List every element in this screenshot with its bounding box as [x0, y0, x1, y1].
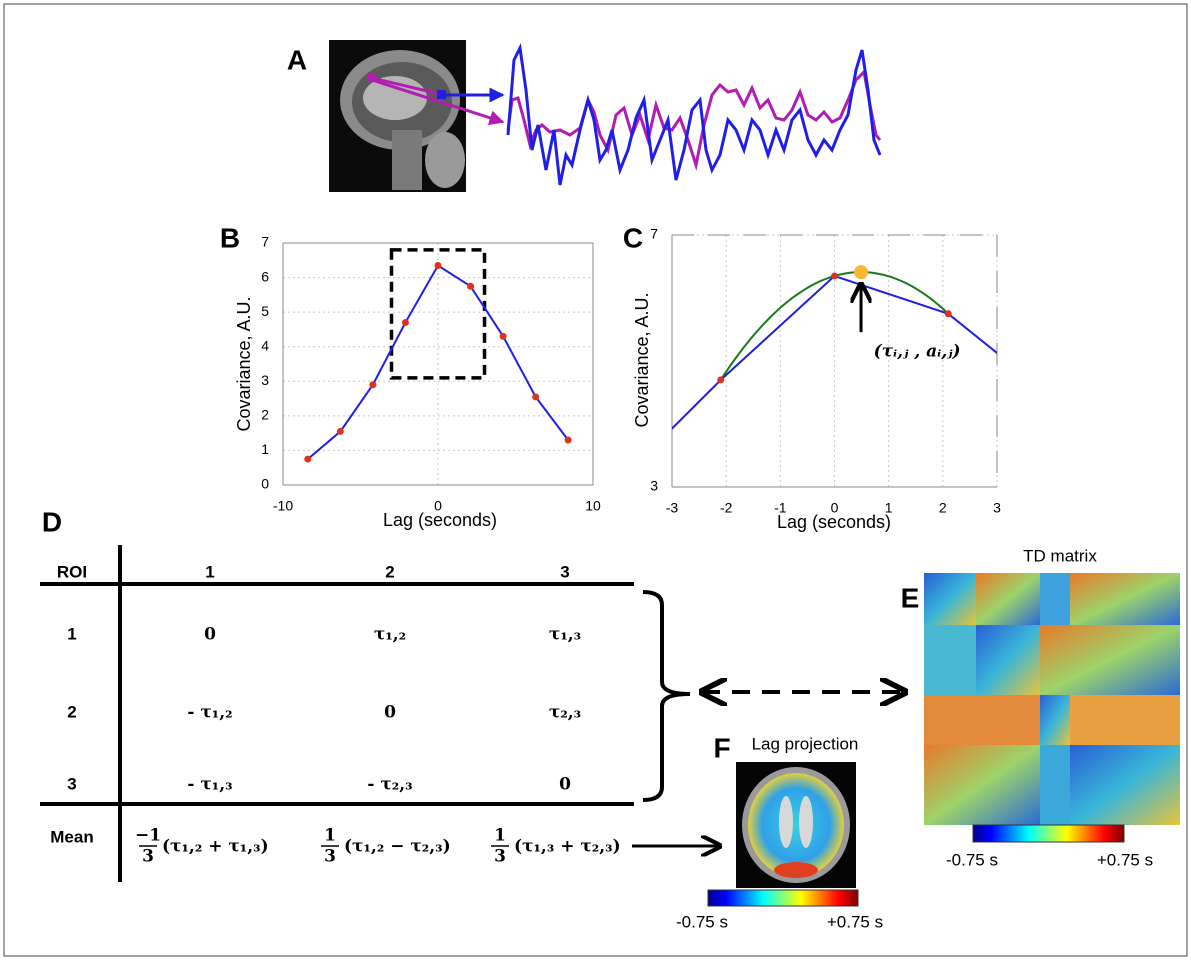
panel-letter: F	[713, 732, 730, 763]
td-matrix	[924, 573, 1180, 825]
mean-expression: (τ₁,₂ − τ₂,₃)	[344, 837, 451, 857]
panel-letter: C	[623, 222, 643, 253]
data-point	[564, 436, 572, 444]
x-axis-label: Lag (seconds)	[383, 510, 497, 530]
x-tick-label: 3	[993, 500, 1001, 516]
x-tick-label: 10	[585, 498, 601, 514]
data-point	[944, 310, 952, 318]
data-point	[434, 261, 442, 269]
x-tick-label: 2	[939, 500, 947, 516]
x-tick-label: -2	[720, 500, 733, 516]
panel-letter: B	[220, 222, 240, 253]
y-tick-label: 2	[261, 407, 269, 423]
table-cell: 0	[204, 625, 216, 645]
table-header: 2	[385, 562, 394, 581]
table-cell: τ₁,₂	[374, 625, 406, 645]
colorbar	[707, 889, 859, 907]
table-header: ROI	[57, 562, 87, 581]
data-point	[304, 455, 312, 463]
peak-point	[854, 265, 869, 280]
y-tick-label: 4	[261, 337, 269, 353]
panel-letter: D	[42, 506, 62, 537]
table-cell: - τ₁,₃	[187, 775, 232, 795]
data-point	[369, 381, 377, 389]
y-tick-label: 6	[261, 268, 269, 284]
bracket	[642, 590, 691, 802]
data-point	[467, 282, 475, 290]
table-cell: τ₂,₃	[549, 703, 581, 723]
fraction-denominator: 3	[324, 847, 336, 867]
lag-brain	[736, 762, 856, 888]
fraction-numerator: −1	[135, 826, 161, 846]
x-axis-label: Lag (seconds)	[777, 512, 891, 532]
row-label: 3	[67, 774, 76, 793]
annotation: (τᵢ,ⱼ , aᵢ,ⱼ)	[874, 342, 961, 362]
roi-arrow	[371, 78, 505, 126]
row-label: Mean	[50, 827, 93, 846]
projection-title: Lag projection	[752, 734, 859, 753]
data-point	[401, 319, 409, 327]
x-tick-label: 0	[831, 500, 839, 516]
x-tick-label: -1	[774, 500, 787, 516]
table-cell: τ₁,₃	[549, 625, 581, 645]
y-tick-label: 7	[650, 226, 658, 242]
matrix-title: TD matrix	[1023, 546, 1097, 565]
data-point	[336, 427, 344, 435]
table-cell: 0	[384, 703, 396, 723]
x-tick-label: -10	[273, 498, 293, 514]
data-point	[499, 332, 507, 340]
fraction-numerator: 1	[494, 826, 506, 846]
mri-image	[329, 40, 466, 192]
table-cell: - τ₂,₃	[367, 775, 412, 795]
panel-letter: A	[287, 44, 307, 75]
signal-trace	[506, 68, 882, 171]
y-tick-label: 0	[261, 476, 269, 492]
data-point	[717, 376, 725, 384]
panel-letter: E	[901, 582, 920, 613]
y-tick-label: 1	[261, 441, 269, 457]
figure-border	[3, 3, 1188, 957]
mean-expression: (τ₁,₂ + τ₁,₃)	[162, 837, 269, 857]
highlight-box	[389, 248, 487, 380]
table-cell: - τ₁,₂	[187, 703, 232, 723]
data-point	[532, 393, 540, 401]
fraction-numerator: 1	[324, 826, 336, 846]
row-label: 1	[67, 624, 76, 643]
colorbar-label: +0.75 s	[1097, 850, 1153, 869]
row-label: 2	[67, 702, 76, 721]
y-axis-label: Covariance, A.U.	[234, 296, 254, 431]
table-header: 3	[560, 562, 569, 581]
signal-trace	[506, 43, 882, 186]
y-axis-label: Covariance, A.U.	[632, 292, 652, 427]
y-tick-label: 3	[261, 372, 269, 388]
y-tick-label: 3	[650, 478, 658, 494]
roi-marker	[367, 74, 375, 82]
roi-table: ROI 1 2 31 0 τ₁,₂ τ₁,₃2- τ₁,₂ 0 τ₂,₃3- τ₁,₃ - τ₂,…	[40, 545, 634, 882]
y-tick-label: 7	[261, 234, 269, 250]
colorbar-label: -0.75 s	[946, 850, 998, 869]
data-point	[831, 272, 838, 280]
mean-expression: (τ₁,₃ + τ₂,₃)	[514, 837, 621, 857]
x-tick-label: -3	[666, 500, 679, 516]
y-tick-label: 5	[261, 303, 269, 319]
x-tick-label: 0	[434, 498, 442, 514]
table-cell: 0	[559, 775, 571, 795]
fraction-denominator: 3	[494, 847, 506, 867]
roi-line	[371, 76, 445, 97]
x-tick-label: 1	[885, 500, 893, 516]
colorbar	[972, 824, 1125, 843]
fraction-denominator: 3	[142, 847, 154, 867]
roi-marker	[437, 90, 446, 99]
colorbar-label: +0.75 s	[827, 912, 883, 931]
colorbar-label: -0.75 s	[676, 912, 728, 931]
table-header: 1	[205, 562, 214, 581]
